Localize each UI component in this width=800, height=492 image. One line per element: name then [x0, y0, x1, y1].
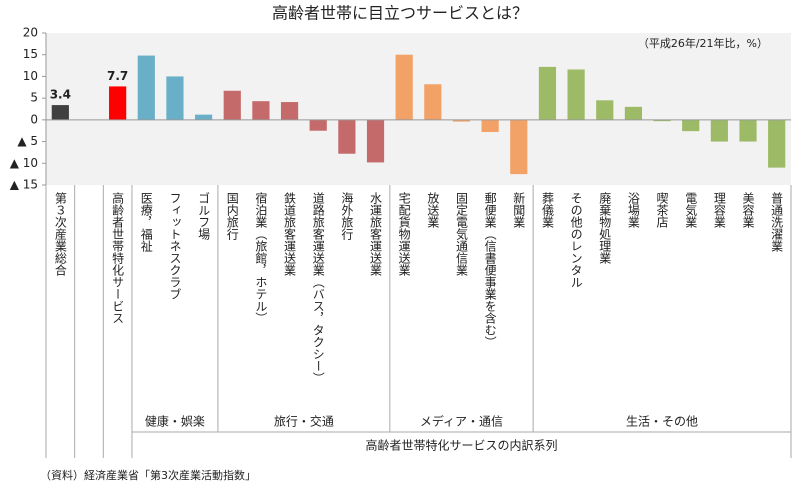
x-tick-label: 第３次産業総合 — [53, 192, 67, 276]
group-label: メディア・通信 — [420, 414, 503, 429]
x-tick-label: 葬儀業 — [540, 192, 554, 228]
x-tick-label: 浴場業 — [626, 192, 640, 228]
x-tick-label: 廃棄物処理業 — [598, 191, 612, 264]
x-tick-label: 美容業 — [741, 192, 755, 228]
x-tick-label: 喫茶店 — [655, 192, 669, 228]
bar — [338, 119, 356, 154]
y-tick-label: 0 — [30, 112, 38, 126]
bar — [682, 119, 700, 132]
supergroup-label: 高齢者世帯特化サービスの内訳系列 — [365, 438, 557, 453]
bar — [567, 69, 585, 120]
bar — [481, 119, 499, 133]
bar — [309, 119, 327, 131]
bar — [452, 119, 471, 122]
group-label: 生活・その他 — [626, 415, 698, 429]
y-tick-label: ▲ 15 — [10, 178, 38, 192]
x-tick-label: ゴルフ場 — [197, 191, 211, 241]
x-tick-label: 宅配貨物運送業 — [397, 191, 411, 276]
x-tick-label: 国内旅行 — [225, 192, 239, 240]
plot-background — [46, 33, 791, 185]
bar — [366, 119, 385, 163]
source-note: （資料）経済産業省「第3次産業活動指数」 — [40, 468, 256, 482]
y-tick-label: 5 — [30, 91, 38, 105]
bar — [252, 101, 270, 120]
bar — [538, 66, 557, 120]
annotation: （平成26年/21年比，%） — [638, 36, 768, 50]
y-tick-label: ▲ 10 — [10, 156, 38, 170]
y-tick-label: 15 — [23, 47, 38, 61]
bar — [596, 100, 614, 120]
y-tick-label: 20 — [23, 26, 38, 40]
bar — [739, 119, 757, 142]
bar — [768, 119, 786, 168]
data-label: 3.4 — [50, 88, 71, 102]
y-tick-label: ▲ 5 — [17, 134, 38, 148]
bar — [424, 84, 442, 120]
x-tick-label: 医療，福祉 — [139, 192, 153, 253]
x-tick-label: 鉄道旅客運送業 — [283, 191, 297, 276]
data-label: 7.7 — [107, 69, 128, 83]
bar — [51, 105, 69, 120]
x-tick-label: 宿泊業（旅館，ホテル） — [254, 191, 268, 324]
x-tick-label: 新聞業 — [512, 191, 526, 228]
x-tick-label: 海外旅行 — [340, 191, 354, 240]
bar — [137, 55, 155, 120]
bar — [710, 119, 728, 142]
x-tick-label: 道路旅客運送業（バス，タクシー） — [311, 192, 325, 384]
x-tick-label: 郵便業（信書便事業を含む） — [483, 192, 497, 348]
bar — [395, 54, 413, 120]
x-tick-label: 理容業 — [712, 192, 726, 228]
group-label: 旅行・交通 — [274, 414, 334, 429]
x-tick-label: 普通洗濯業 — [770, 192, 784, 252]
bar — [166, 76, 184, 120]
bar — [653, 119, 671, 122]
bar — [510, 119, 528, 175]
bar — [280, 102, 299, 120]
x-tick-label: フィットネスクラブ — [168, 192, 182, 300]
bar — [109, 86, 127, 120]
bar — [223, 90, 241, 120]
x-tick-label: 放送業 — [426, 191, 440, 228]
chart-title: 高齢者世帯に目立つサービスとは？ — [272, 4, 528, 23]
group-label: 健康・娯楽 — [145, 414, 205, 429]
x-tick-label: 電気業 — [684, 192, 698, 228]
bar — [624, 106, 642, 120]
x-tick-label: 高齢者世帯特化サービス — [111, 191, 125, 324]
x-tick-label: その他のレンタル — [569, 192, 583, 288]
x-tick-label: 固定電気通信業 — [454, 192, 468, 276]
bar — [195, 114, 213, 120]
x-tick-label: 水運旅客運送業 — [369, 192, 383, 276]
y-tick-label: 10 — [23, 69, 38, 83]
